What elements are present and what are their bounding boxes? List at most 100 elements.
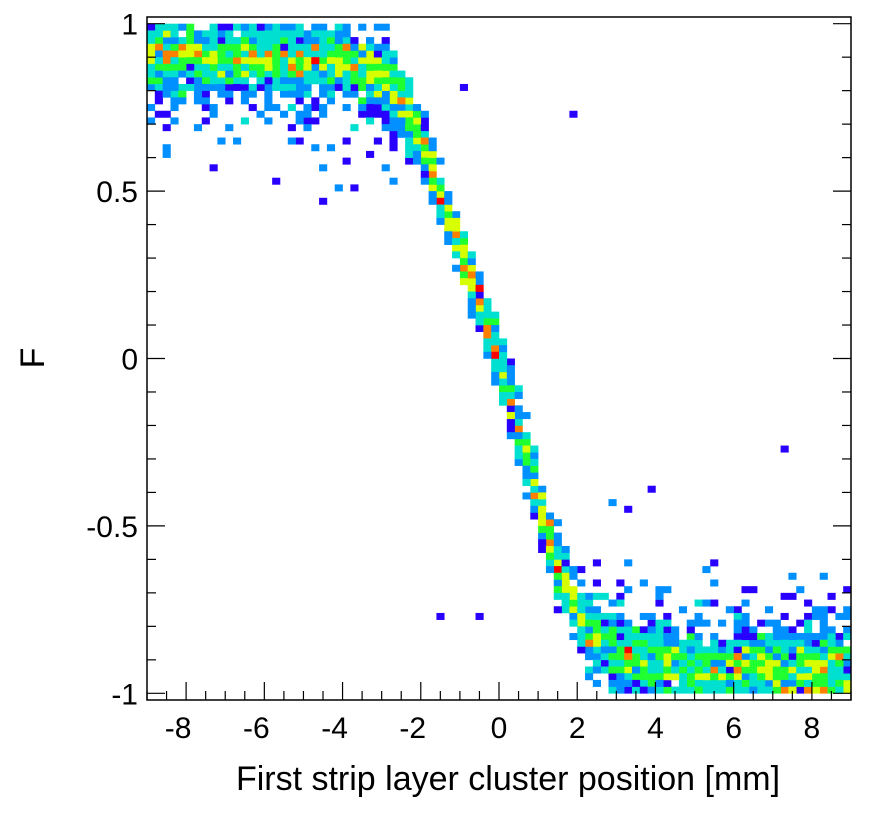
heatmap-cell	[616, 653, 625, 661]
heatmap-cell	[499, 358, 508, 366]
heatmap-cell	[710, 686, 719, 694]
heatmap-cell	[272, 57, 281, 65]
heatmap-cell	[608, 619, 617, 627]
heatmap-cell	[459, 251, 469, 259]
heatmap-cell	[467, 284, 476, 292]
heatmap-cell	[569, 572, 578, 580]
heatmap-cell	[467, 291, 476, 299]
heatmap-cell	[538, 545, 547, 553]
heatmap-cell	[741, 639, 750, 647]
heatmap-cell	[444, 237, 453, 245]
heatmap-cell	[295, 63, 304, 71]
heatmap-cell	[162, 37, 171, 45]
y-tick-label: -0.5	[86, 511, 138, 544]
heatmap-cell	[381, 117, 390, 125]
y-tick-label: 0	[121, 344, 138, 377]
heatmap-cell	[225, 124, 234, 132]
heatmap-cell	[585, 606, 594, 614]
y-tick-label: 0.5	[96, 176, 138, 209]
heatmap-cell	[475, 318, 484, 326]
heatmap-cell	[272, 30, 281, 38]
heatmap-cell	[209, 83, 218, 91]
heatmap-cell	[827, 659, 836, 667]
heatmap-cell	[749, 673, 758, 681]
heatmap-cell	[186, 63, 195, 71]
heatmap-cell	[819, 659, 828, 667]
heatmap-cell	[350, 37, 359, 45]
heatmap-cell	[483, 318, 492, 326]
heatmap-cell	[725, 679, 734, 687]
heatmap-cell	[389, 50, 398, 58]
heatmap-cell	[154, 70, 163, 78]
heatmap-cell	[804, 619, 813, 627]
heatmap-cell	[436, 177, 445, 185]
heatmap-cell	[592, 666, 601, 674]
heatmap-cell	[553, 566, 562, 574]
heatmap-cell	[256, 63, 265, 71]
heatmap-cell	[326, 50, 336, 58]
heatmap-cell	[757, 653, 766, 661]
heatmap-cell	[381, 57, 390, 65]
heatmap-cell	[366, 110, 375, 118]
heatmap-cell	[295, 70, 304, 78]
heatmap-cell	[405, 130, 414, 138]
heatmap-cells	[147, 23, 852, 694]
heatmap-cell	[264, 83, 273, 91]
heatmap-cell	[381, 164, 390, 172]
heatmap-cell	[553, 552, 562, 560]
heatmap-cell	[616, 633, 625, 641]
heatmap-cell	[483, 345, 492, 353]
heatmap-cell	[178, 43, 187, 51]
heatmap-cell	[193, 30, 203, 38]
heatmap-cell	[397, 83, 406, 91]
heatmap-cell	[663, 619, 672, 627]
heatmap-cell	[475, 271, 484, 279]
heatmap-cell	[420, 171, 429, 179]
heatmap-cell	[342, 23, 351, 31]
heatmap-cell	[757, 633, 766, 641]
heatmap-cell	[428, 184, 437, 192]
heatmap-cell	[154, 57, 163, 65]
heatmap-cell	[757, 686, 766, 694]
heatmap-cell	[342, 50, 351, 58]
heatmap-cell	[577, 612, 586, 620]
heatmap-cell	[671, 639, 680, 647]
heatmap-cell	[170, 37, 179, 45]
heatmap-cell	[186, 70, 195, 78]
heatmap-cell	[733, 686, 742, 694]
heatmap-cell	[710, 579, 719, 587]
heatmap-cell	[162, 23, 171, 31]
heatmap-cell	[671, 666, 680, 674]
heatmap-cell	[741, 646, 750, 654]
heatmap-cell	[827, 606, 836, 614]
heatmap-cell	[342, 37, 351, 45]
heatmap-cell	[569, 619, 578, 627]
heatmap-cell	[686, 666, 695, 674]
heatmap-cell	[366, 117, 375, 125]
heatmap-cell	[741, 686, 750, 694]
heatmap-cell	[764, 659, 774, 667]
heatmap-cell	[428, 177, 437, 185]
heatmap-cell	[835, 686, 844, 694]
heatmap-cell	[780, 659, 789, 667]
heatmap-cell	[827, 686, 836, 694]
heatmap-cell	[757, 639, 766, 647]
heatmap-cell	[279, 83, 289, 91]
heatmap-cell	[389, 124, 398, 132]
heatmap-cell	[279, 90, 289, 98]
heatmap-cell	[459, 258, 469, 266]
heatmap-cell	[389, 137, 398, 145]
heatmap-cell	[530, 458, 539, 466]
heatmap-cell	[405, 77, 414, 85]
heatmap-cell	[248, 63, 257, 71]
heatmap-cell	[428, 157, 437, 165]
heatmap-cell	[193, 83, 203, 91]
heatmap-cell	[248, 104, 257, 112]
heatmap-cell	[201, 104, 210, 112]
heatmap-cell	[225, 83, 234, 91]
heatmap-cell	[624, 619, 633, 627]
heatmap-cell	[366, 57, 375, 65]
heatmap-cell	[256, 23, 265, 31]
heatmap-cell	[154, 43, 163, 51]
heatmap-cell	[780, 626, 789, 634]
